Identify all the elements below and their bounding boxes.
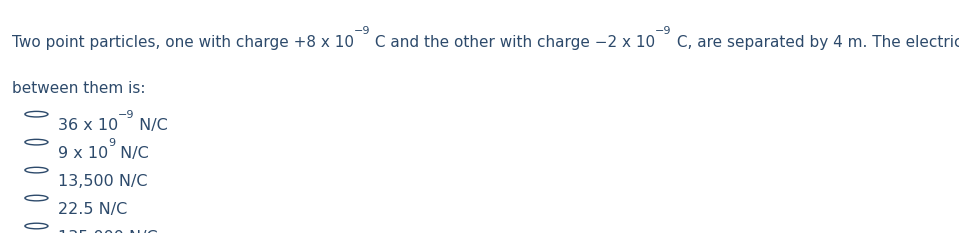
Text: 9 x 10: 9 x 10 [58,146,107,161]
Text: 9: 9 [107,138,115,148]
Text: C and the other with charge −2 x 10: C and the other with charge −2 x 10 [370,34,655,50]
Text: 135,000 N/C: 135,000 N/C [58,230,157,233]
Text: 13,500 N/C: 13,500 N/C [58,174,147,189]
Text: −9: −9 [118,110,134,120]
Text: 36 x 10: 36 x 10 [58,118,118,134]
Text: −9: −9 [655,26,671,36]
Text: 22.5 N/C: 22.5 N/C [58,202,127,217]
Text: −9: −9 [354,26,370,36]
Text: C, are separated by 4 m. The electric field midway: C, are separated by 4 m. The electric fi… [671,34,959,50]
Text: N/C: N/C [115,146,149,161]
Text: Two point particles, one with charge +8 x 10: Two point particles, one with charge +8 … [12,34,354,50]
Text: N/C: N/C [134,118,168,134]
Text: between them is:: between them is: [12,81,145,96]
